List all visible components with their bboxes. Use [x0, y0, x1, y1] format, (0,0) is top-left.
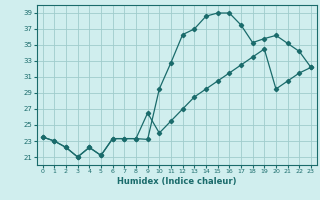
X-axis label: Humidex (Indice chaleur): Humidex (Indice chaleur) [117, 177, 236, 186]
